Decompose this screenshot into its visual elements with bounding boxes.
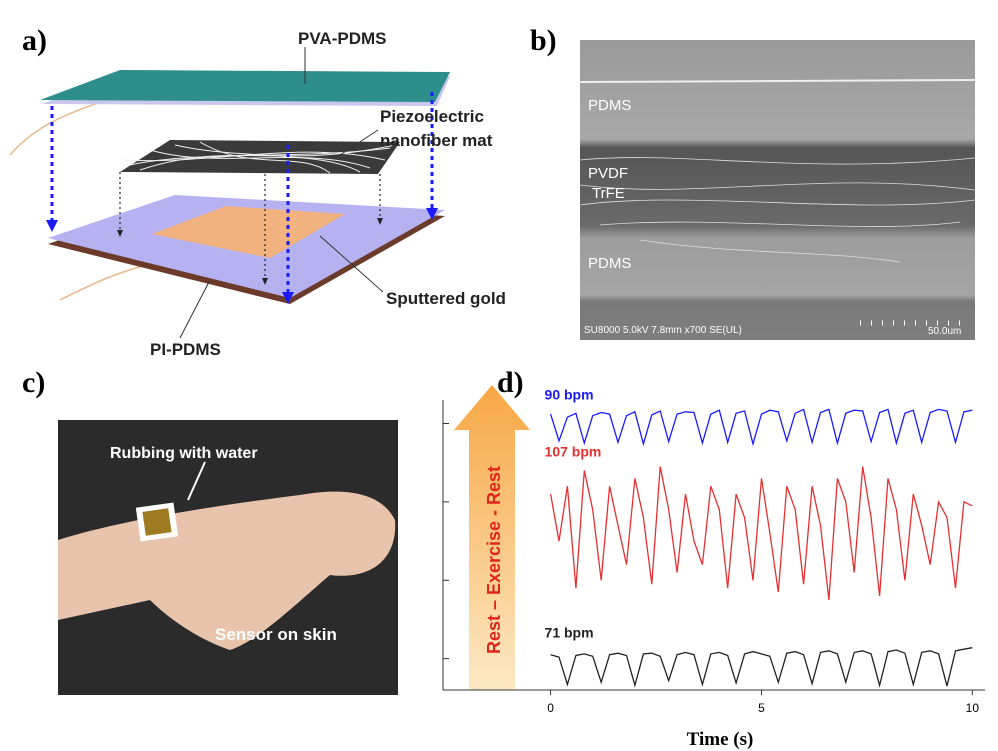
trace-label: 107 bpm (545, 444, 602, 460)
top-layer (40, 70, 450, 102)
layer-label: Sputtered gold (386, 289, 506, 308)
layer-label: PI-PDMS (150, 340, 221, 359)
trace-label: 71 bpm (545, 625, 594, 641)
x-tick-label: 10 (966, 701, 980, 715)
x-tick-label: 5 (758, 701, 765, 715)
panel-label: d) (497, 366, 524, 399)
layer-label: nanofiber mat (380, 131, 493, 150)
layer-label: Piezoelectric (380, 107, 484, 126)
photo-note: Rubbing with water (110, 445, 258, 462)
panel-label: b) (530, 24, 557, 57)
nanofiber-mat (120, 140, 400, 174)
sem-image (580, 40, 975, 340)
x-axis-title: Time (s) (687, 729, 754, 750)
trace (551, 467, 973, 600)
sensor (142, 508, 171, 535)
x-tick-label: 0 (547, 701, 554, 715)
panel-b: b) PDMS PVDF TrFE PDMS SU8000 5.0kV 7.8m… (530, 24, 975, 340)
layer-label: PDMS (588, 97, 631, 114)
layer-label: PVA-PDMS (298, 29, 386, 48)
arrow-text: Rest – Exercise - Rest (484, 466, 504, 654)
layer-label: PDMS (588, 255, 631, 272)
trace (551, 648, 973, 686)
panel-label: a) (22, 24, 47, 57)
layer-label: TrFE (592, 185, 625, 202)
figure: a) PVA-PDMS Piezoelectric (0, 0, 998, 751)
panel-a: a) PVA-PDMS Piezoelectric (10, 24, 506, 359)
panel-c: c) Rubbing with water Sensor on skin (22, 366, 398, 695)
panel-d: d) Rest – Exercise - Rest Time (s) 0 5 10 9… (443, 366, 985, 750)
scale-label: 50.0um (928, 326, 961, 337)
sem-info: SU8000 5.0kV 7.8mm x700 SE(UL) (584, 325, 742, 336)
trace (551, 409, 973, 444)
trace-label: 90 bpm (545, 386, 594, 402)
panel-label: c) (22, 366, 45, 399)
photo-caption: Sensor on skin (215, 625, 337, 644)
layer-label: PVDF (588, 165, 628, 182)
